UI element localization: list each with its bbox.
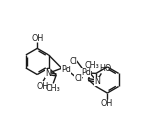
Text: OH: OH [36,82,49,91]
Text: HO: HO [99,64,111,73]
Text: Pd: Pd [61,65,71,74]
Text: CH₃: CH₃ [85,61,100,70]
Text: Pd: Pd [81,68,91,77]
Text: CH₃: CH₃ [45,84,60,93]
Text: N: N [94,77,100,86]
Text: N: N [45,69,51,78]
Text: Cl: Cl [74,74,82,83]
Text: OH: OH [32,34,44,43]
Text: Cl: Cl [70,57,77,66]
Text: OH: OH [100,99,113,108]
